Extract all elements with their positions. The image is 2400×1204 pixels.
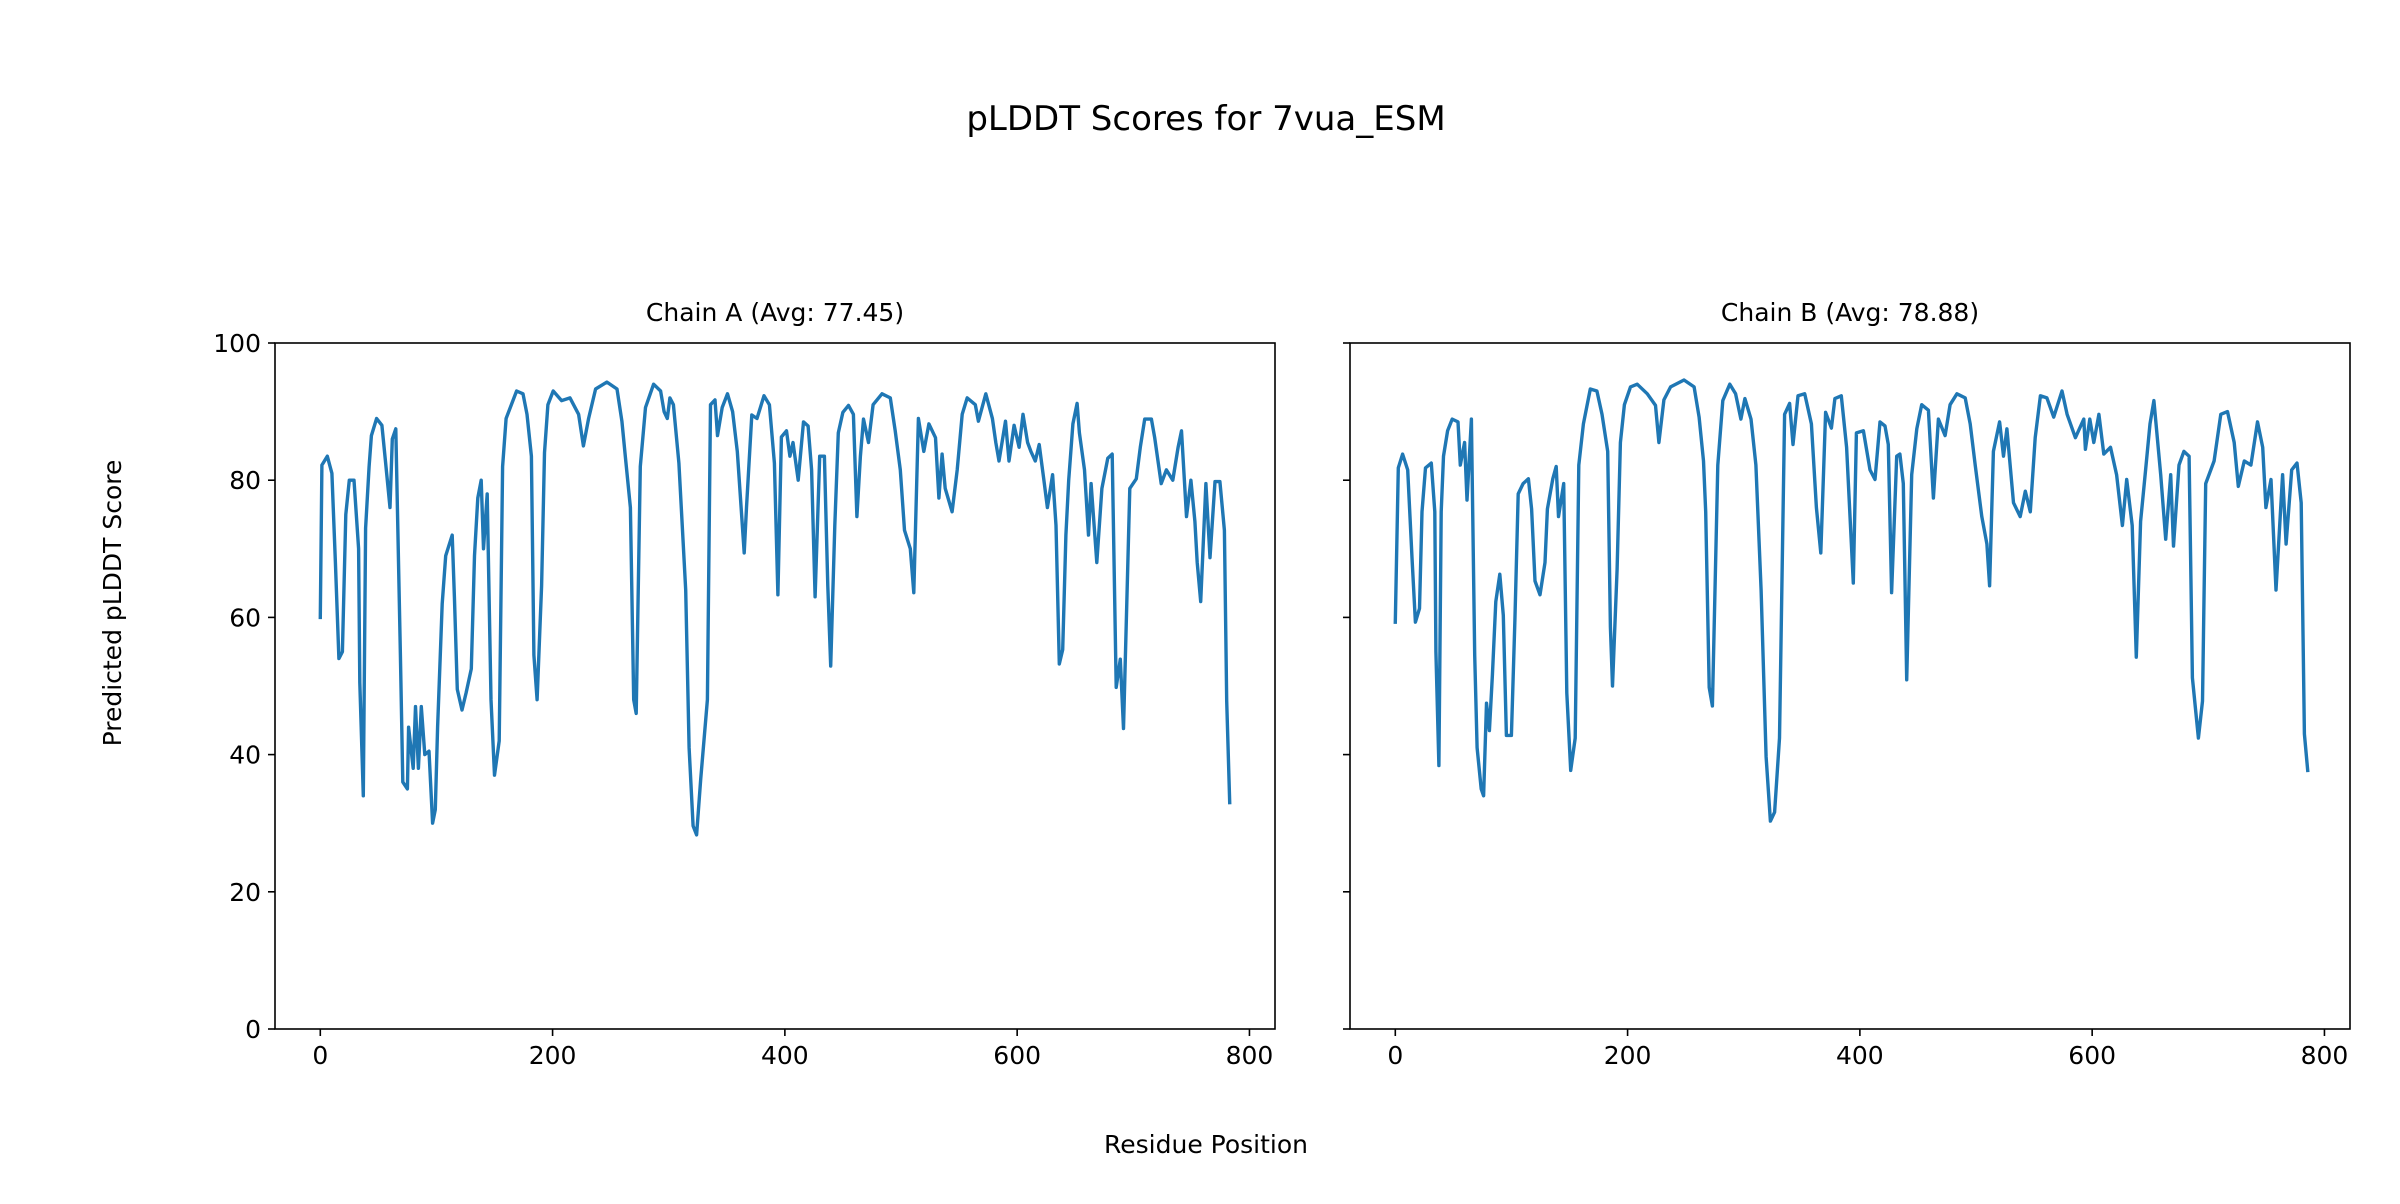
plddt-line-chain-a: [318, 380, 1232, 837]
x-tick-label: 400: [761, 1041, 809, 1070]
y-tick-label: 80: [229, 466, 261, 495]
y-tick-label: 20: [229, 878, 261, 907]
x-tick-label: 0: [312, 1041, 328, 1070]
x-axis-label: Residue Position: [1104, 1130, 1308, 1159]
x-tick-label: 0: [1387, 1041, 1403, 1070]
subplot-title: Chain A (Avg: 77.45): [646, 298, 904, 327]
y-tick-label: 40: [229, 741, 261, 770]
axes-frame: [1349, 342, 2351, 1030]
chain-a-panel: Chain A (Avg: 77.45) 0 200 400 600 800 0 20 40 60…: [213, 298, 1276, 1070]
x-tick-label: 200: [529, 1041, 577, 1070]
axes-frame: [274, 342, 1276, 1030]
x-tick-label: 600: [2068, 1041, 2116, 1070]
x-tick-label: 800: [2301, 1041, 2349, 1070]
subplot-title: Chain B (Avg: 78.88): [1721, 298, 1979, 327]
x-tick-label: 400: [1836, 1041, 1884, 1070]
plddt-line-chain-b: [1393, 378, 2310, 823]
y-tick-label: 60: [229, 603, 261, 632]
y-tick-label: 0: [245, 1015, 261, 1044]
figure-title: pLDDT Scores for 7vua_ESM: [966, 99, 1445, 139]
x-tick-label: 600: [993, 1041, 1041, 1070]
chain-b-panel: Chain B (Avg: 78.88) 0 200 400 600 800: [1343, 298, 2351, 1070]
x-tick-label: 200: [1604, 1041, 1652, 1070]
x-tick-label: 800: [1226, 1041, 1274, 1070]
y-tick-label: 100: [213, 329, 261, 358]
y-axis-label: Predicted pLDDT Score: [98, 460, 127, 747]
